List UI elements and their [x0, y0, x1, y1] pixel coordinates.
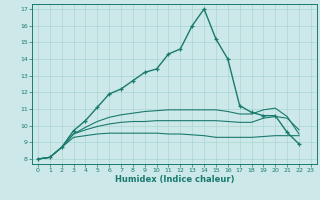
X-axis label: Humidex (Indice chaleur): Humidex (Indice chaleur) — [115, 175, 234, 184]
